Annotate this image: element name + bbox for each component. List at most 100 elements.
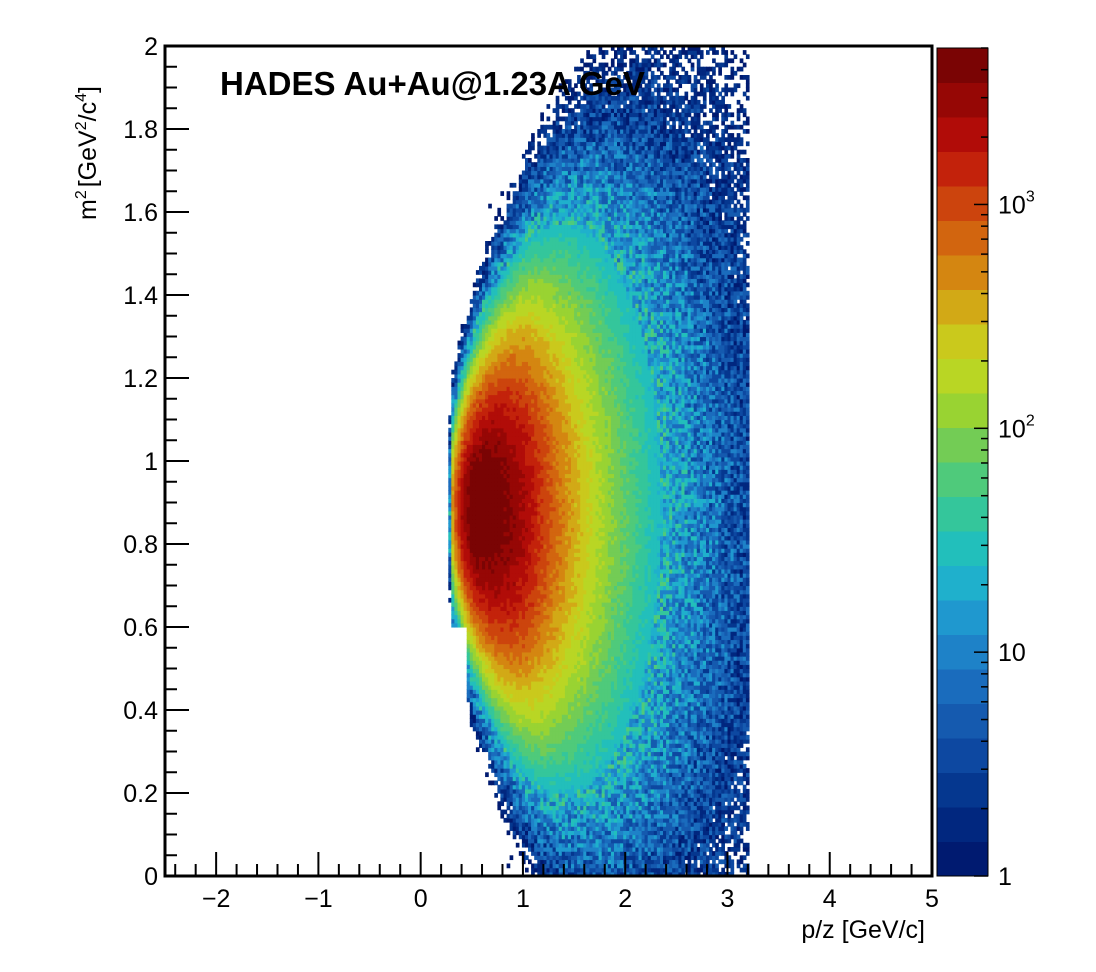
- heatmap-cell: [482, 398, 486, 404]
- heatmap-cell: [472, 722, 477, 728]
- heatmap-cell: [549, 685, 554, 690]
- heatmap-cell: [475, 685, 480, 690]
- heatmap-cell: [552, 129, 557, 134]
- heatmap-cell: [497, 336, 502, 342]
- heatmap-cell: [491, 618, 495, 624]
- heatmap-cell: [555, 344, 560, 350]
- heatmap-cell: [558, 859, 563, 865]
- heatmap-cell: [491, 423, 495, 429]
- heatmap-cell: [549, 369, 554, 375]
- heatmap-cell: [558, 502, 563, 508]
- heatmap-cell: [552, 664, 557, 670]
- heatmap-cell: [494, 440, 498, 445]
- heatmap-cell: [525, 452, 529, 458]
- heatmap-cell: [515, 664, 520, 670]
- heatmap-cell: [509, 203, 514, 209]
- heatmap-cell: [549, 336, 554, 342]
- heatmap-cell: [509, 635, 514, 641]
- heatmap-cell: [497, 680, 502, 686]
- heatmap-cell: [537, 722, 541, 728]
- heatmap-cell: [463, 402, 468, 408]
- heatmap-cell: [518, 228, 523, 234]
- heatmap-cell: [469, 527, 474, 533]
- heatmap-cell: [506, 461, 511, 466]
- heatmap-cell: [509, 461, 514, 466]
- heatmap-cell: [540, 514, 544, 520]
- heatmap-cell: [503, 585, 508, 591]
- heatmap-cell: [509, 348, 514, 354]
- heatmap-cell: [509, 556, 514, 562]
- heatmap-cell: [512, 477, 517, 483]
- heatmap-cell: [472, 485, 477, 491]
- heatmap-cell: [552, 207, 557, 213]
- heatmap-cell: [512, 212, 517, 217]
- heatmap-cell: [540, 199, 544, 205]
- heatmap-cell: [491, 751, 495, 757]
- heatmap-cell: [549, 241, 554, 246]
- heatmap-cell: [528, 614, 532, 620]
- heatmap-cell: [549, 610, 554, 616]
- heatmap-cell: [512, 220, 517, 226]
- heatmap-cell: [500, 772, 505, 778]
- heatmap-cell: [506, 651, 511, 657]
- heatmap-cell: [482, 647, 486, 653]
- heatmap-cell: [497, 589, 502, 595]
- heatmap-cell: [552, 801, 557, 807]
- heatmap-cell: [482, 423, 486, 429]
- heatmap-cell: [518, 485, 523, 491]
- heatmap-cell: [531, 527, 535, 533]
- heatmap-cell: [460, 519, 465, 524]
- heatmap-cell: [503, 776, 508, 782]
- heatmap-cell: [537, 241, 541, 246]
- heatmap-cell: [491, 436, 495, 441]
- heatmap-cell: [546, 411, 551, 416]
- heatmap-cell: [463, 585, 468, 591]
- heatmap-cell: [509, 236, 514, 242]
- heatmap-cell: [531, 461, 535, 466]
- heatmap-cell: [469, 606, 474, 611]
- heatmap-cell: [546, 610, 551, 616]
- heatmap-cell: [506, 386, 511, 392]
- heatmap-cell: [500, 274, 505, 279]
- heatmap-cell: [448, 568, 452, 574]
- heatmap-cell: [512, 564, 517, 570]
- heatmap-cell: [531, 207, 535, 213]
- heatmap-cell: [491, 390, 495, 396]
- heatmap-cell: [494, 510, 498, 516]
- heatmap-cell: [503, 639, 508, 645]
- heatmap-cell: [549, 348, 554, 354]
- heatmap-cell: [525, 365, 529, 371]
- heatmap-cell: [457, 431, 462, 437]
- heatmap-cell: [491, 485, 495, 491]
- heatmap-cell: [497, 714, 502, 719]
- heatmap-cell: [503, 685, 508, 690]
- heatmap-cell: [540, 307, 544, 313]
- heatmap-cell: [528, 419, 532, 425]
- heatmap-cell: [552, 216, 557, 221]
- heatmap-cell: [475, 485, 480, 491]
- heatmap-cell: [491, 656, 495, 661]
- heatmap-cell: [512, 710, 517, 715]
- heatmap-cell: [503, 739, 508, 744]
- heatmap-cell: [494, 473, 498, 479]
- heatmap-cell: [518, 747, 523, 753]
- heatmap-cell: [509, 423, 514, 429]
- heatmap-cell: [512, 560, 517, 566]
- heatmap-cell: [528, 502, 532, 508]
- heatmap-cell: [531, 228, 535, 234]
- heatmap-cell: [521, 324, 526, 329]
- heatmap-cell: [509, 481, 514, 487]
- heatmap-cell: [518, 473, 523, 479]
- heatmap-cell: [555, 307, 560, 313]
- heatmap-cell: [558, 830, 563, 836]
- heatmap-cell: [558, 560, 563, 566]
- heatmap-cell: [521, 498, 526, 504]
- heatmap-cell: [479, 643, 483, 649]
- heatmap-cell: [525, 353, 529, 358]
- heatmap-cell: [543, 348, 548, 354]
- heatmap-cell: [479, 710, 483, 715]
- heatmap-cell: [475, 656, 480, 661]
- heatmap-cell: [491, 573, 495, 578]
- heatmap-cell: [482, 448, 486, 454]
- heatmap-cell: [518, 461, 523, 466]
